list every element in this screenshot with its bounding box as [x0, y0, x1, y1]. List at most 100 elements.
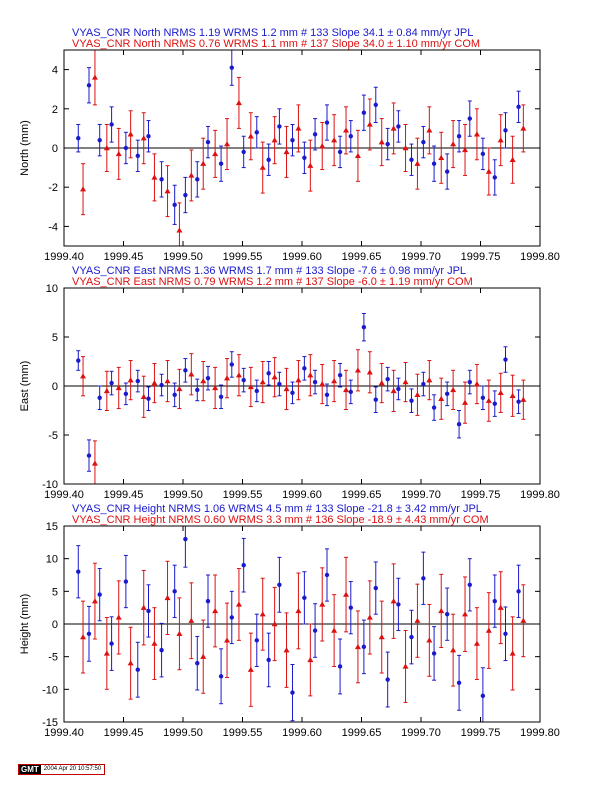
north-jpl-point [467, 116, 472, 121]
height-jpl-point [421, 576, 426, 581]
east-com-point [151, 380, 158, 386]
east-xtick-label: 1999.75 [461, 489, 501, 501]
height-ytick-label: 5 [52, 586, 58, 598]
east-com-point [331, 378, 338, 384]
height-xtick-label: 1999.75 [461, 727, 501, 739]
height-jpl-point [337, 664, 343, 669]
north-com-point [200, 160, 207, 166]
height-com-point [247, 666, 254, 672]
east-jpl-point [361, 325, 367, 330]
north-ytick-label: -2 [48, 182, 58, 194]
east-com-point [176, 385, 183, 392]
height-ytick-label: -10 [42, 684, 58, 696]
east-com-point [188, 371, 195, 377]
height-com-point [271, 621, 278, 627]
height-xtick-label: 1999.45 [104, 727, 144, 739]
east-jpl-point [348, 389, 353, 395]
east-com-point [497, 389, 504, 396]
east-com-point [200, 378, 207, 384]
north-jpl-point [159, 177, 164, 182]
height-com-point [103, 650, 110, 656]
east-com-point [295, 377, 302, 383]
height-com-point [390, 598, 397, 604]
north-com-point [235, 99, 242, 106]
north-jpl-point [195, 177, 200, 182]
height-com-point [224, 637, 231, 643]
north-com-point [473, 131, 480, 137]
east-xtick-label: 1999.45 [104, 489, 144, 501]
north-jpl-point [229, 65, 234, 70]
east-ytick-label: 10 [46, 283, 58, 295]
east-ytick-label: -5 [48, 430, 58, 442]
north-com-point [91, 74, 98, 80]
east-com-point [140, 393, 147, 399]
east-jpl-point [396, 386, 401, 392]
north-com-point [103, 145, 110, 151]
north-com-point [247, 133, 254, 139]
height-jpl-point [277, 582, 282, 587]
north-com-point [390, 125, 397, 131]
north-ytick-label: 2 [52, 104, 58, 116]
height-com-point [366, 614, 373, 620]
height-jpl-point [324, 572, 330, 578]
east-jpl-point [86, 453, 92, 458]
north-jpl-point [205, 139, 211, 145]
height-com-point [188, 617, 195, 623]
east-jpl-point [467, 379, 472, 385]
height-ytick-label: -15 [42, 717, 58, 729]
north-jpl-point [456, 134, 462, 139]
north-com-point [212, 150, 219, 157]
east-xtick-label: 1999.40 [44, 489, 84, 501]
height-title-com: VYAS_CNR Height NRMS 0.60 WRMS 3.3 mm # … [72, 514, 489, 526]
east-ytick-label: -10 [42, 479, 58, 491]
north-jpl-point [254, 130, 259, 135]
height-com-point [343, 591, 350, 597]
east-com-point [414, 391, 421, 398]
height-com-point [127, 660, 134, 666]
north-jpl-point [302, 155, 307, 160]
north-jpl-point [385, 141, 390, 147]
height-xtick-label: 1999.70 [401, 727, 441, 739]
height-jpl-point [146, 608, 151, 614]
east-jpl-point [229, 362, 234, 367]
north-jpl-point [146, 134, 151, 139]
north-xtick-label: 1999.70 [401, 251, 441, 263]
east-com-point [509, 392, 516, 398]
east-com-point [235, 372, 242, 378]
east-com-point [224, 375, 231, 381]
east-com-point [80, 373, 87, 379]
north-ytick-label: -4 [48, 221, 58, 233]
height-jpl-point [290, 690, 295, 695]
height-com-point [414, 617, 421, 623]
north-xtick-label: 1999.65 [342, 251, 382, 263]
north-com-point [115, 150, 122, 157]
height-com-point [151, 640, 158, 646]
east-jpl-point [135, 378, 140, 384]
east-com-point [164, 378, 171, 384]
north-data [76, 50, 527, 246]
east-com-point [115, 384, 122, 391]
north-com-point [176, 227, 183, 233]
height-jpl-point [229, 615, 234, 620]
north-jpl-point [396, 124, 401, 129]
height-com-point [80, 634, 87, 640]
height-com-point [200, 653, 207, 659]
north-ylabel: North (mm) [19, 120, 31, 176]
north-com-point [366, 121, 373, 127]
height-jpl-point [183, 536, 188, 542]
east-com-point [366, 369, 373, 375]
north-xtick-label: 1999.45 [104, 251, 144, 263]
north-com-point [140, 135, 147, 141]
north-jpl-point [421, 139, 426, 145]
north-jpl-point [348, 134, 353, 139]
north-com-point [283, 148, 290, 155]
height-com-point [462, 611, 469, 617]
north-jpl-point [361, 110, 367, 115]
east-com-point [520, 396, 527, 402]
north-com-point [509, 156, 516, 162]
north-com-point [259, 164, 266, 170]
east-com-point [212, 384, 219, 391]
east-jpl-point [503, 357, 508, 362]
east-jpl-point [97, 395, 102, 400]
